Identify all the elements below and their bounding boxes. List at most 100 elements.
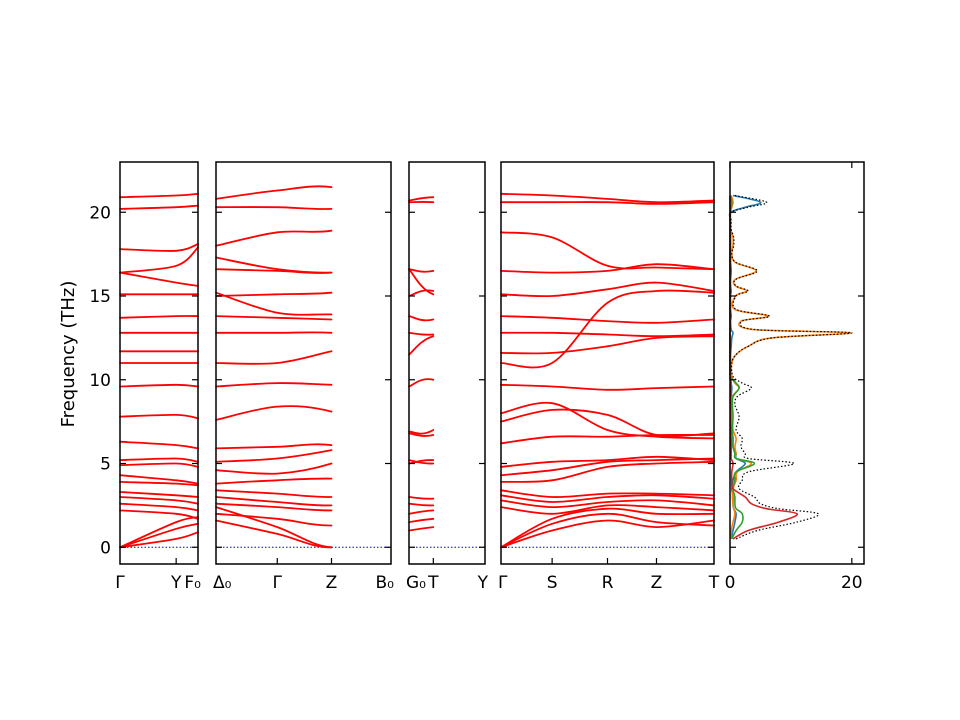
x-tick-label: Γ — [115, 573, 125, 593]
band-line-3 — [119, 516, 199, 549]
band-line-21 — [500, 231, 715, 271]
band-line-4 — [215, 502, 333, 512]
x-tick-label: T — [427, 573, 439, 593]
band-line-2 — [119, 522, 199, 549]
x-tick-label: F₀ — [184, 573, 201, 593]
x-tick-label: Z — [651, 573, 663, 593]
x-tick-label: Y — [170, 573, 182, 593]
band-line-2 — [408, 517, 435, 523]
band-line-13 — [500, 401, 715, 440]
band-line-3 — [215, 512, 333, 527]
band-line-10 — [215, 443, 333, 450]
y-tick-label: 0 — [100, 538, 111, 558]
band-line-7 — [215, 477, 333, 485]
band-line-11 — [408, 335, 435, 356]
band-line-13 — [408, 315, 435, 322]
band-line-12 — [119, 440, 199, 450]
dos-total-line — [729, 194, 853, 540]
y-tick-label: 15 — [89, 287, 111, 307]
band-line-20 — [500, 263, 715, 274]
band-line-10 — [408, 378, 435, 388]
dos-x-tick-label: 0 — [725, 573, 736, 593]
band-line-20 — [119, 246, 199, 274]
band-panel-2: Δ₀ Γ Z B₀ — [213, 161, 395, 593]
band-line-5 — [408, 496, 435, 500]
band-line-16 — [500, 335, 715, 355]
band-line-2 — [500, 519, 715, 549]
band-line-18 — [119, 315, 199, 319]
band-line-9 — [215, 449, 333, 463]
band-line-22 — [500, 201, 715, 205]
band-line-14 — [119, 383, 199, 388]
dos-frame — [729, 161, 865, 565]
band-line-18 — [408, 196, 435, 202]
band-line-16 — [408, 268, 435, 296]
band-line-22 — [119, 243, 199, 252]
band-line-15 — [215, 315, 333, 321]
panel-frame — [408, 161, 486, 565]
dos-projection-4 — [729, 195, 798, 540]
band-line-7 — [500, 489, 715, 498]
panel-frame — [119, 161, 199, 565]
band-line-21 — [215, 206, 333, 210]
band-line-4 — [500, 504, 715, 515]
band-line-9 — [119, 474, 199, 485]
band-line-7 — [119, 491, 199, 498]
band-line-11 — [215, 405, 333, 421]
band-line-5 — [119, 502, 199, 512]
band-line-19 — [215, 256, 333, 274]
band-line-8 — [119, 481, 199, 487]
band-line-5 — [215, 496, 333, 507]
band-line-1 — [500, 512, 715, 549]
panel-frame — [215, 161, 392, 565]
band-line-8 — [408, 432, 435, 437]
x-tick-label: Δ₀ — [213, 573, 232, 593]
band-line-15 — [408, 268, 435, 273]
band-line-15 — [500, 289, 715, 369]
y-tick-label: 10 — [89, 371, 111, 391]
band-line-10 — [500, 455, 715, 468]
x-tick-label: R — [602, 573, 614, 593]
band-line-17 — [500, 331, 715, 338]
x-tick-label: Γ — [498, 573, 508, 593]
band-line-21 — [119, 271, 199, 287]
band-line-6 — [119, 496, 199, 505]
band-line-1 — [215, 506, 333, 549]
band-panel-3: G₀ T Y — [406, 161, 489, 593]
band-line-1 — [119, 531, 199, 549]
x-tick-label: T — [708, 573, 720, 593]
band-line-11 — [119, 457, 199, 463]
band-line-16 — [215, 291, 333, 316]
band-line-23 — [119, 204, 199, 210]
band-line-5 — [500, 499, 715, 509]
y-axis-label: Frequency (THz) — [58, 281, 79, 428]
dos-x-tick-label: 20 — [841, 573, 863, 593]
x-tick-label: Γ — [273, 573, 283, 593]
band-line-1 — [408, 526, 435, 532]
band-panel-1: 0 5 10 15 20 Γ Y F₀ — [89, 161, 201, 593]
band-line-17 — [215, 291, 333, 297]
band-line-8 — [500, 460, 715, 483]
band-line-24 — [119, 192, 199, 199]
x-tick-label: Y — [477, 573, 489, 593]
band-line-13 — [215, 350, 333, 365]
band-line-18 — [500, 315, 715, 324]
y-tick-label: 5 — [100, 455, 111, 475]
band-line-10 — [119, 462, 199, 468]
band-line-12 — [215, 382, 333, 388]
band-line-8 — [215, 462, 333, 475]
band-line-6 — [215, 489, 333, 498]
x-tick-label: S — [547, 573, 558, 593]
band-line-11 — [500, 433, 715, 445]
band-line-22 — [215, 185, 333, 200]
band-line-12 — [408, 331, 435, 336]
y-tick-label: 20 — [89, 203, 111, 223]
band-line-14 — [500, 383, 715, 391]
band-line-23 — [500, 192, 715, 204]
x-tick-label: G₀ — [406, 573, 426, 593]
band-line-20 — [215, 229, 333, 247]
x-tick-label: B₀ — [376, 573, 395, 593]
